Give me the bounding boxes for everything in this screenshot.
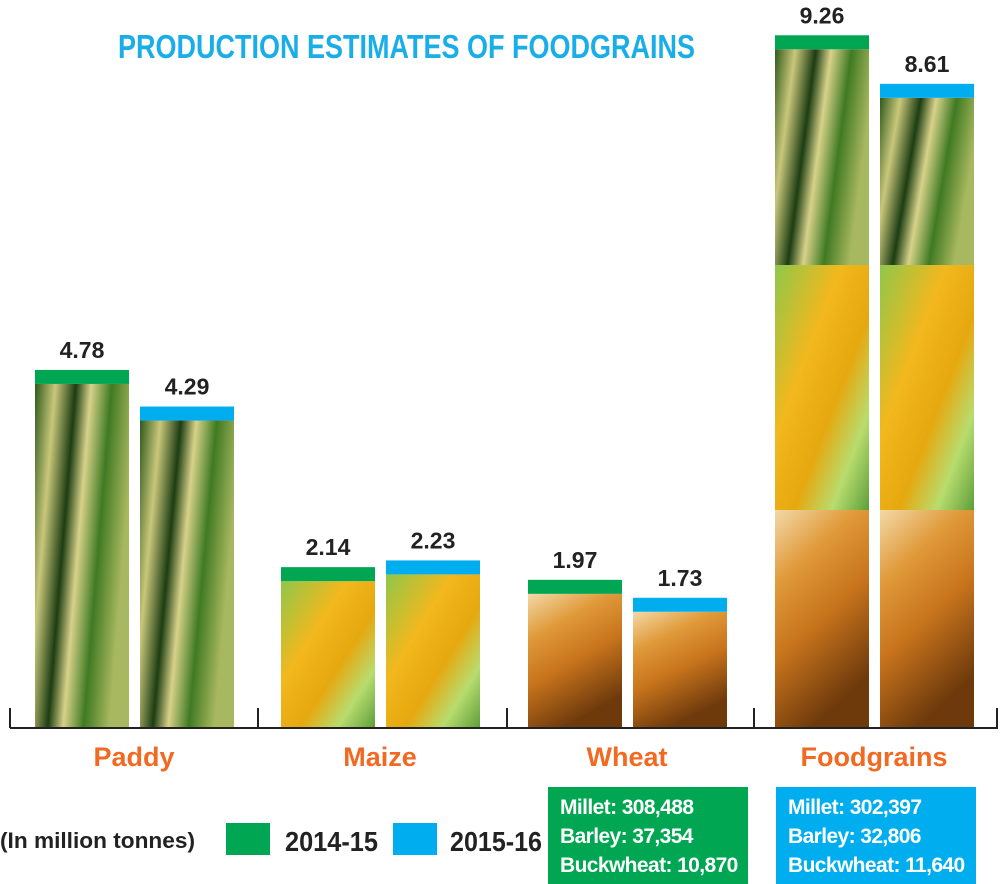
data-label: 1.73 — [658, 565, 703, 591]
note-buckwheat: Buckwheat: 10,870 — [560, 854, 738, 877]
bar-image — [35, 383, 129, 727]
unit-note: (In million tonnes) — [0, 828, 195, 853]
bar-image — [528, 593, 622, 727]
bar-cap — [775, 35, 869, 50]
bar-segment-wheat — [880, 510, 974, 727]
bar-paddy-2014-15: 4.78 — [35, 337, 129, 727]
bar-cap — [528, 579, 622, 594]
data-label: 9.26 — [800, 2, 845, 28]
bar-segment-paddy — [880, 97, 974, 265]
data-label: 1.97 — [553, 547, 598, 573]
bar-paddy-2015-16: 4.29 — [140, 374, 234, 727]
chart-title: PRODUCTION ESTIMATES OF FOODGRAINS — [118, 28, 695, 65]
note-barley: Barley: 37,354 — [560, 825, 693, 848]
bar-image — [140, 420, 234, 727]
bar-segment-paddy — [775, 49, 869, 265]
note-millet: Millet: 302,397 — [788, 796, 922, 819]
category-label-paddy: Paddy — [93, 742, 174, 772]
bar-cap — [880, 83, 974, 98]
data-label: 2.14 — [306, 534, 351, 560]
legend-swatch-2015-16 — [393, 823, 437, 855]
data-label: 8.61 — [905, 51, 950, 77]
bar-image — [386, 574, 480, 727]
category-label-foodgrains: Foodgrains — [801, 742, 948, 772]
note-barley: Barley: 32,806 — [788, 825, 921, 848]
bar-foodgrains-2014-15: 9.26 — [775, 2, 869, 727]
bar-cap — [386, 560, 480, 575]
bar-segment-wheat — [775, 510, 869, 727]
legend-swatch-2014-15 — [226, 823, 270, 855]
category-label-wheat: Wheat — [587, 742, 668, 772]
bar-wheat-2014-15: 1.97 — [528, 547, 622, 727]
bar-cap — [633, 597, 727, 612]
data-label: 4.78 — [60, 337, 105, 363]
bar-cap — [140, 406, 234, 421]
note-box-2014-15: Millet: 308,488 Barley: 37,354 Buckwheat… — [548, 787, 748, 884]
bar-segment-maize — [880, 265, 974, 510]
bar-cap — [35, 369, 129, 384]
category-label-maize: Maize — [343, 742, 417, 772]
bar-foodgrains-2015-16: 8.61 — [880, 51, 974, 727]
data-label: 4.29 — [165, 374, 210, 400]
bar-segment-maize — [775, 265, 869, 510]
note-millet: Millet: 308,488 — [560, 796, 694, 819]
bar-image — [281, 581, 375, 727]
bar-image — [633, 611, 727, 727]
legend-label-2014-15: 2014-15 — [285, 826, 378, 857]
bar-cap — [281, 567, 375, 582]
legend-label-2015-16: 2015-16 — [450, 826, 542, 857]
bar-maize-2014-15: 2.14 — [281, 534, 375, 727]
data-label: 2.23 — [411, 527, 456, 553]
bar-maize-2015-16: 2.23 — [386, 527, 480, 727]
bar-wheat-2015-16: 1.73 — [633, 565, 727, 727]
note-box-2015-16: Millet: 302,397 Barley: 32,806 Buckwheat… — [776, 787, 976, 884]
note-buckwheat: Buckwheat: 11,640 — [788, 854, 965, 877]
